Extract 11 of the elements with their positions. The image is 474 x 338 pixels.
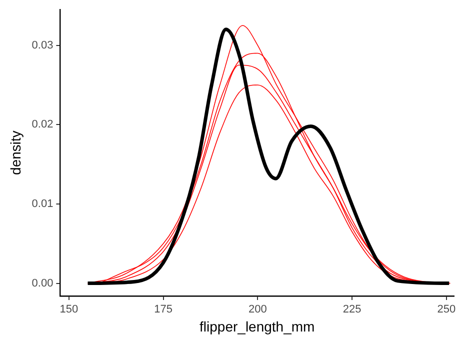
- x-tick-label: 175: [154, 304, 172, 316]
- x-axis-title: flipper_length_mm: [200, 318, 315, 334]
- x-tick-label: 200: [248, 304, 267, 316]
- y-axis-title: density: [7, 130, 24, 175]
- y-tick-label: 0.00: [32, 277, 54, 290]
- x-tick-label: 250: [437, 304, 456, 316]
- x-tick-label: 150: [60, 304, 78, 316]
- y-tick-label: 0.01: [32, 198, 54, 210]
- y-tick-label: 0.03: [32, 39, 54, 52]
- x-tick-label: 225: [342, 304, 362, 316]
- y-tick-label: 0.02: [32, 118, 54, 131]
